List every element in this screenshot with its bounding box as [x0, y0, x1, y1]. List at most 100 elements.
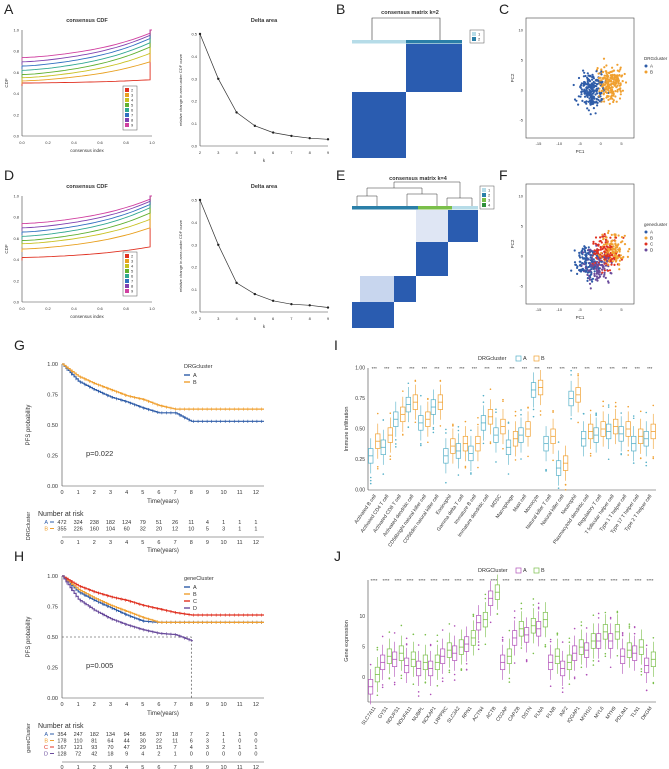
box-outlier: [620, 453, 622, 456]
delta-x-tick: 2: [199, 150, 202, 155]
pca-point: [605, 91, 609, 94]
pca-point: [594, 93, 597, 96]
delta-point: [235, 281, 238, 285]
box-outlier: [388, 677, 391, 679]
box-significance: ***: [534, 366, 540, 371]
pca-point: [595, 272, 599, 275]
cdf-line-k4: [21, 29, 152, 79]
km-risk-x-tick: 5: [141, 765, 144, 769]
km-risk-value: 4: [141, 752, 144, 758]
pca-point: [590, 254, 593, 257]
box-outlier: [633, 625, 636, 628]
pca-point: [593, 252, 596, 255]
km-risk-value: 160: [90, 527, 99, 533]
box-outlier: [532, 652, 535, 655]
km-x-tick: 9: [206, 702, 209, 708]
km-risk-value: 1: [174, 752, 177, 758]
cdf-legend-swatch: [125, 113, 129, 117]
pca-point: [614, 90, 617, 93]
box-y-label: Immune infiltration: [344, 407, 350, 452]
pca-point: [600, 273, 603, 276]
cdf-line-k7: [21, 29, 152, 67]
box-outlier: [621, 631, 624, 634]
box-significance: ****: [454, 578, 461, 583]
pca-point: [586, 107, 589, 110]
km-risk-value: 110: [74, 739, 83, 745]
pca-point: [586, 80, 589, 83]
box-outlier: [604, 652, 607, 655]
km-risk-value: 121: [74, 745, 83, 751]
km-x-tick: 4: [125, 702, 128, 708]
matrix-legend-swatch: [482, 193, 486, 197]
cdf-y-label: CDF: [4, 78, 9, 87]
km-y-tick: 0.75: [47, 605, 58, 611]
km-x-tick: 3: [109, 490, 112, 496]
pca-point: [618, 263, 621, 266]
km-risk-y-label: DRGcluster: [26, 512, 32, 541]
pca-point: [614, 233, 617, 236]
box-outlier: [595, 414, 597, 417]
box-significance: ****: [550, 578, 557, 583]
cdf-legend-label: 5: [131, 103, 134, 108]
pca-point: [594, 112, 597, 115]
km-risk-value: 178: [57, 739, 66, 745]
cdf-legend-swatch: [125, 88, 129, 92]
pca-point: [602, 246, 605, 249]
pca-point: [624, 81, 628, 84]
pca-point: [605, 71, 608, 75]
pca-point: [603, 261, 606, 264]
cdf-x-tick: 0.0: [19, 140, 25, 145]
km-y-label: PFS probability: [26, 405, 32, 446]
delta-x-tick: 2: [199, 316, 202, 321]
box-outlier: [582, 412, 585, 415]
pca-point: [595, 244, 598, 247]
pca-point: [616, 74, 619, 77]
km-risk-value: 3: [222, 527, 225, 533]
pca-point: [589, 248, 592, 251]
pca-legend-label: D: [650, 248, 654, 253]
cdf-y-tick: 0.8: [13, 215, 19, 220]
cdf-legend-label: 2: [131, 88, 134, 93]
pca-point: [603, 273, 606, 276]
box-significance: ***: [622, 366, 628, 371]
pca-y-tick: 0: [521, 88, 524, 93]
km-risk-value: 1: [238, 745, 241, 751]
pca-point: [607, 259, 611, 262]
box-outlier: [439, 380, 442, 382]
pca-point: [583, 95, 587, 98]
km-y-tick: 1.00: [47, 362, 58, 368]
pca-point: [581, 262, 584, 265]
pca-point: [606, 75, 609, 78]
matrix-legend-swatch: [482, 198, 486, 202]
pca-point: [588, 274, 592, 277]
cdf-line-k2: [21, 195, 152, 258]
pca-x-label: PC1: [576, 149, 585, 154]
pca-point: [608, 243, 612, 246]
box-outlier: [420, 444, 422, 447]
pca-point: [619, 90, 623, 93]
delta-point: [326, 138, 330, 141]
km-risk-group: A: [44, 732, 48, 738]
box-category-label: DKGM: [640, 706, 654, 722]
km-risk-value: 182: [106, 520, 115, 526]
pca-point: [618, 74, 621, 77]
pca-point: [578, 251, 581, 254]
box-outlier: [393, 632, 396, 634]
km-risk-x-tick: 10: [221, 540, 227, 546]
pca-point: [597, 243, 600, 246]
cdf-legend-label: 8: [131, 284, 134, 289]
box-significance: ****: [610, 578, 617, 583]
delta-point: [271, 131, 275, 134]
cdf-y-label: CDF: [4, 244, 9, 253]
pca-point: [601, 81, 604, 84]
pca-point: [595, 70, 598, 73]
km-legend-label: A: [193, 585, 197, 591]
pca-point: [613, 248, 616, 251]
km-risk-value: 32: [140, 527, 146, 533]
km-risk-value: 64: [107, 739, 113, 745]
box-outlier: [501, 636, 504, 639]
km-risk-value: 134: [106, 732, 115, 738]
cdf-legend-label: 7: [131, 279, 134, 284]
box-y-tick: 0.00: [355, 488, 365, 494]
pca-point: [599, 76, 602, 79]
